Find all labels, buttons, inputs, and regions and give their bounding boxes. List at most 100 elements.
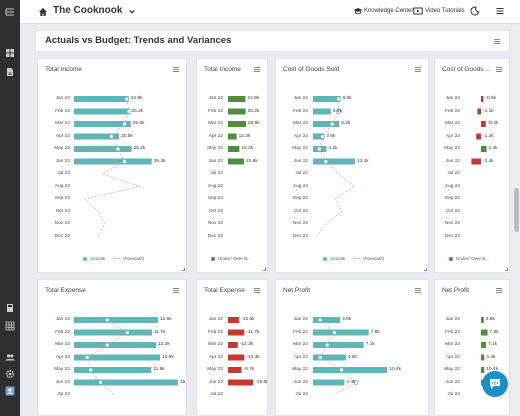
- resize-handle[interactable]: [182, 268, 185, 271]
- bar[interactable]: [74, 133, 120, 140]
- forecast-point[interactable]: [332, 330, 337, 335]
- bar[interactable]: [313, 367, 388, 373]
- bar[interactable]: [313, 317, 341, 323]
- bar[interactable]: [74, 146, 132, 152]
- bar[interactable]: [313, 108, 331, 115]
- bar[interactable]: [228, 121, 247, 127]
- bar[interactable]: [228, 379, 254, 386]
- forecast-point[interactable]: [336, 109, 341, 114]
- bar[interactable]: [74, 329, 152, 336]
- bar[interactable]: [74, 367, 152, 373]
- bar[interactable]: [476, 133, 481, 140]
- bar[interactable]: [228, 158, 245, 165]
- knowledge-center-link[interactable]: Knowledge Center: [364, 8, 414, 14]
- theme-toggle-icon[interactable]: [470, 6, 480, 16]
- section-menu-icon[interactable]: [494, 39, 500, 45]
- bar[interactable]: [228, 96, 246, 102]
- forecast-point[interactable]: [124, 330, 130, 335]
- bar[interactable]: [228, 317, 240, 323]
- bar[interactable]: [481, 329, 488, 336]
- forecast-point[interactable]: [317, 146, 322, 152]
- forecast-point[interactable]: [339, 367, 344, 373]
- forecast-point[interactable]: [104, 342, 110, 348]
- bar[interactable]: [74, 108, 130, 115]
- card-menu-icon[interactable]: [173, 288, 179, 294]
- bar[interactable]: [313, 329, 369, 336]
- bar[interactable]: [481, 342, 487, 348]
- resize-handle[interactable]: [505, 268, 508, 271]
- bar[interactable]: [481, 96, 484, 102]
- forecast-point[interactable]: [317, 317, 323, 323]
- card-menu-icon[interactable]: [173, 67, 179, 73]
- bar[interactable]: [74, 121, 131, 127]
- video-icon[interactable]: [413, 6, 423, 16]
- bar[interactable]: [74, 342, 156, 348]
- card-menu-icon[interactable]: [254, 288, 260, 294]
- card-menu-icon[interactable]: [254, 67, 260, 73]
- bar[interactable]: [313, 354, 346, 361]
- bar[interactable]: [477, 108, 481, 115]
- grid-icon[interactable]: [5, 321, 15, 331]
- forecast-point[interactable]: [122, 121, 127, 127]
- forecast-point[interactable]: [104, 317, 110, 323]
- bar[interactable]: [313, 133, 325, 140]
- bar[interactable]: [74, 354, 160, 361]
- forecast-point[interactable]: [98, 380, 104, 385]
- bar[interactable]: [481, 354, 485, 361]
- expand-sidebar-icon[interactable]: [5, 7, 15, 17]
- card-menu-icon[interactable]: [415, 288, 421, 294]
- dashboard-icon[interactable]: [5, 48, 15, 58]
- bar[interactable]: [228, 342, 238, 348]
- forecast-point[interactable]: [329, 121, 335, 127]
- video-tutorials-link[interactable]: Video Tutorials: [425, 8, 465, 14]
- users-icon[interactable]: [5, 352, 15, 362]
- chat-button[interactable]: [482, 371, 508, 397]
- bar[interactable]: [313, 96, 341, 102]
- bar[interactable]: [228, 108, 246, 115]
- book-icon[interactable]: [5, 303, 15, 313]
- bar[interactable]: [313, 158, 355, 165]
- bar[interactable]: [74, 158, 152, 165]
- graduation-cap-icon[interactable]: [353, 6, 363, 16]
- forecast-point[interactable]: [88, 367, 94, 373]
- report-icon[interactable]: [5, 67, 15, 77]
- bar[interactable]: [74, 379, 178, 386]
- card-menu-icon[interactable]: [496, 67, 502, 73]
- forecast-point[interactable]: [122, 159, 127, 164]
- resize-handle[interactable]: [263, 268, 266, 271]
- resize-handle[interactable]: [424, 268, 427, 271]
- bar[interactable]: [471, 158, 481, 165]
- app-title[interactable]: The Cooknook: [53, 5, 123, 16]
- forecast-point[interactable]: [317, 355, 323, 360]
- forecast-point[interactable]: [124, 96, 130, 102]
- bar[interactable]: [74, 96, 129, 102]
- bar[interactable]: [228, 133, 237, 140]
- bar[interactable]: [481, 317, 484, 323]
- chevron-down-icon[interactable]: [128, 8, 136, 16]
- bar[interactable]: [313, 379, 345, 386]
- home-icon[interactable]: [38, 7, 48, 17]
- bar[interactable]: [228, 354, 245, 361]
- settings-icon[interactable]: [5, 369, 15, 379]
- scrollbar-thumb[interactable]: [514, 188, 519, 232]
- forecast-point[interactable]: [336, 96, 341, 102]
- bar[interactable]: [74, 317, 158, 323]
- bar[interactable]: [313, 121, 340, 127]
- card-menu-icon[interactable]: [496, 288, 502, 294]
- forecast-point[interactable]: [323, 159, 329, 164]
- forecast-point[interactable]: [353, 380, 359, 385]
- menu-icon[interactable]: [495, 6, 505, 16]
- bar[interactable]: [228, 367, 242, 373]
- bar[interactable]: [481, 121, 486, 127]
- bar[interactable]: [228, 329, 245, 336]
- forecast-point[interactable]: [115, 146, 121, 152]
- forecast-point[interactable]: [324, 342, 330, 348]
- forecast-point[interactable]: [320, 134, 325, 139]
- forecast-point[interactable]: [126, 109, 132, 114]
- profile-icon[interactable]: [5, 386, 15, 396]
- bar[interactable]: [228, 146, 240, 152]
- forecast-point[interactable]: [109, 134, 114, 139]
- bar[interactable]: [481, 146, 487, 152]
- bar[interactable]: [481, 367, 485, 373]
- card-menu-icon[interactable]: [415, 67, 421, 73]
